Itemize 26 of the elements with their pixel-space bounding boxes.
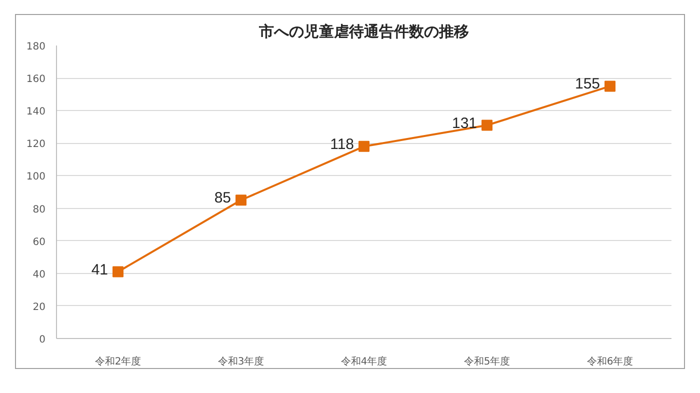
point bbox=[236, 194, 246, 206]
x-tick-label: 令和4年度 bbox=[340, 356, 388, 368]
data-label: 85 bbox=[214, 190, 232, 207]
data-label: 41 bbox=[91, 261, 108, 278]
y-tick-label: 100 bbox=[26, 172, 46, 183]
point bbox=[112, 266, 124, 278]
data-label: 118 bbox=[330, 136, 354, 153]
y-tick-label: 140 bbox=[26, 106, 46, 118]
y-tick-label: 120 bbox=[26, 139, 46, 150]
y-tick-label: 60 bbox=[32, 236, 46, 248]
y-tick-label: 40 bbox=[32, 269, 46, 280]
point bbox=[482, 120, 492, 131]
y-tick-label: 160 bbox=[26, 74, 46, 86]
y-tick-label: 180 bbox=[26, 42, 46, 52]
point bbox=[604, 80, 616, 92]
y-tick-label: 20 bbox=[32, 302, 46, 313]
x-tick-label: 令和6年度 bbox=[586, 356, 634, 368]
data-label: 131 bbox=[452, 114, 478, 132]
x-tick-label: 令和5年度 bbox=[464, 356, 510, 368]
chart-title: 市への児童虐待通告件数の推移 bbox=[258, 22, 469, 40]
x-tick-label: 令和2年度 bbox=[94, 356, 142, 368]
y-tick-label: 80 bbox=[32, 204, 46, 216]
y-tick-label: 0 bbox=[39, 334, 46, 346]
x-tick-label: 令和3年度 bbox=[218, 356, 264, 368]
point bbox=[358, 140, 370, 152]
data-label: 155 bbox=[574, 76, 600, 93]
